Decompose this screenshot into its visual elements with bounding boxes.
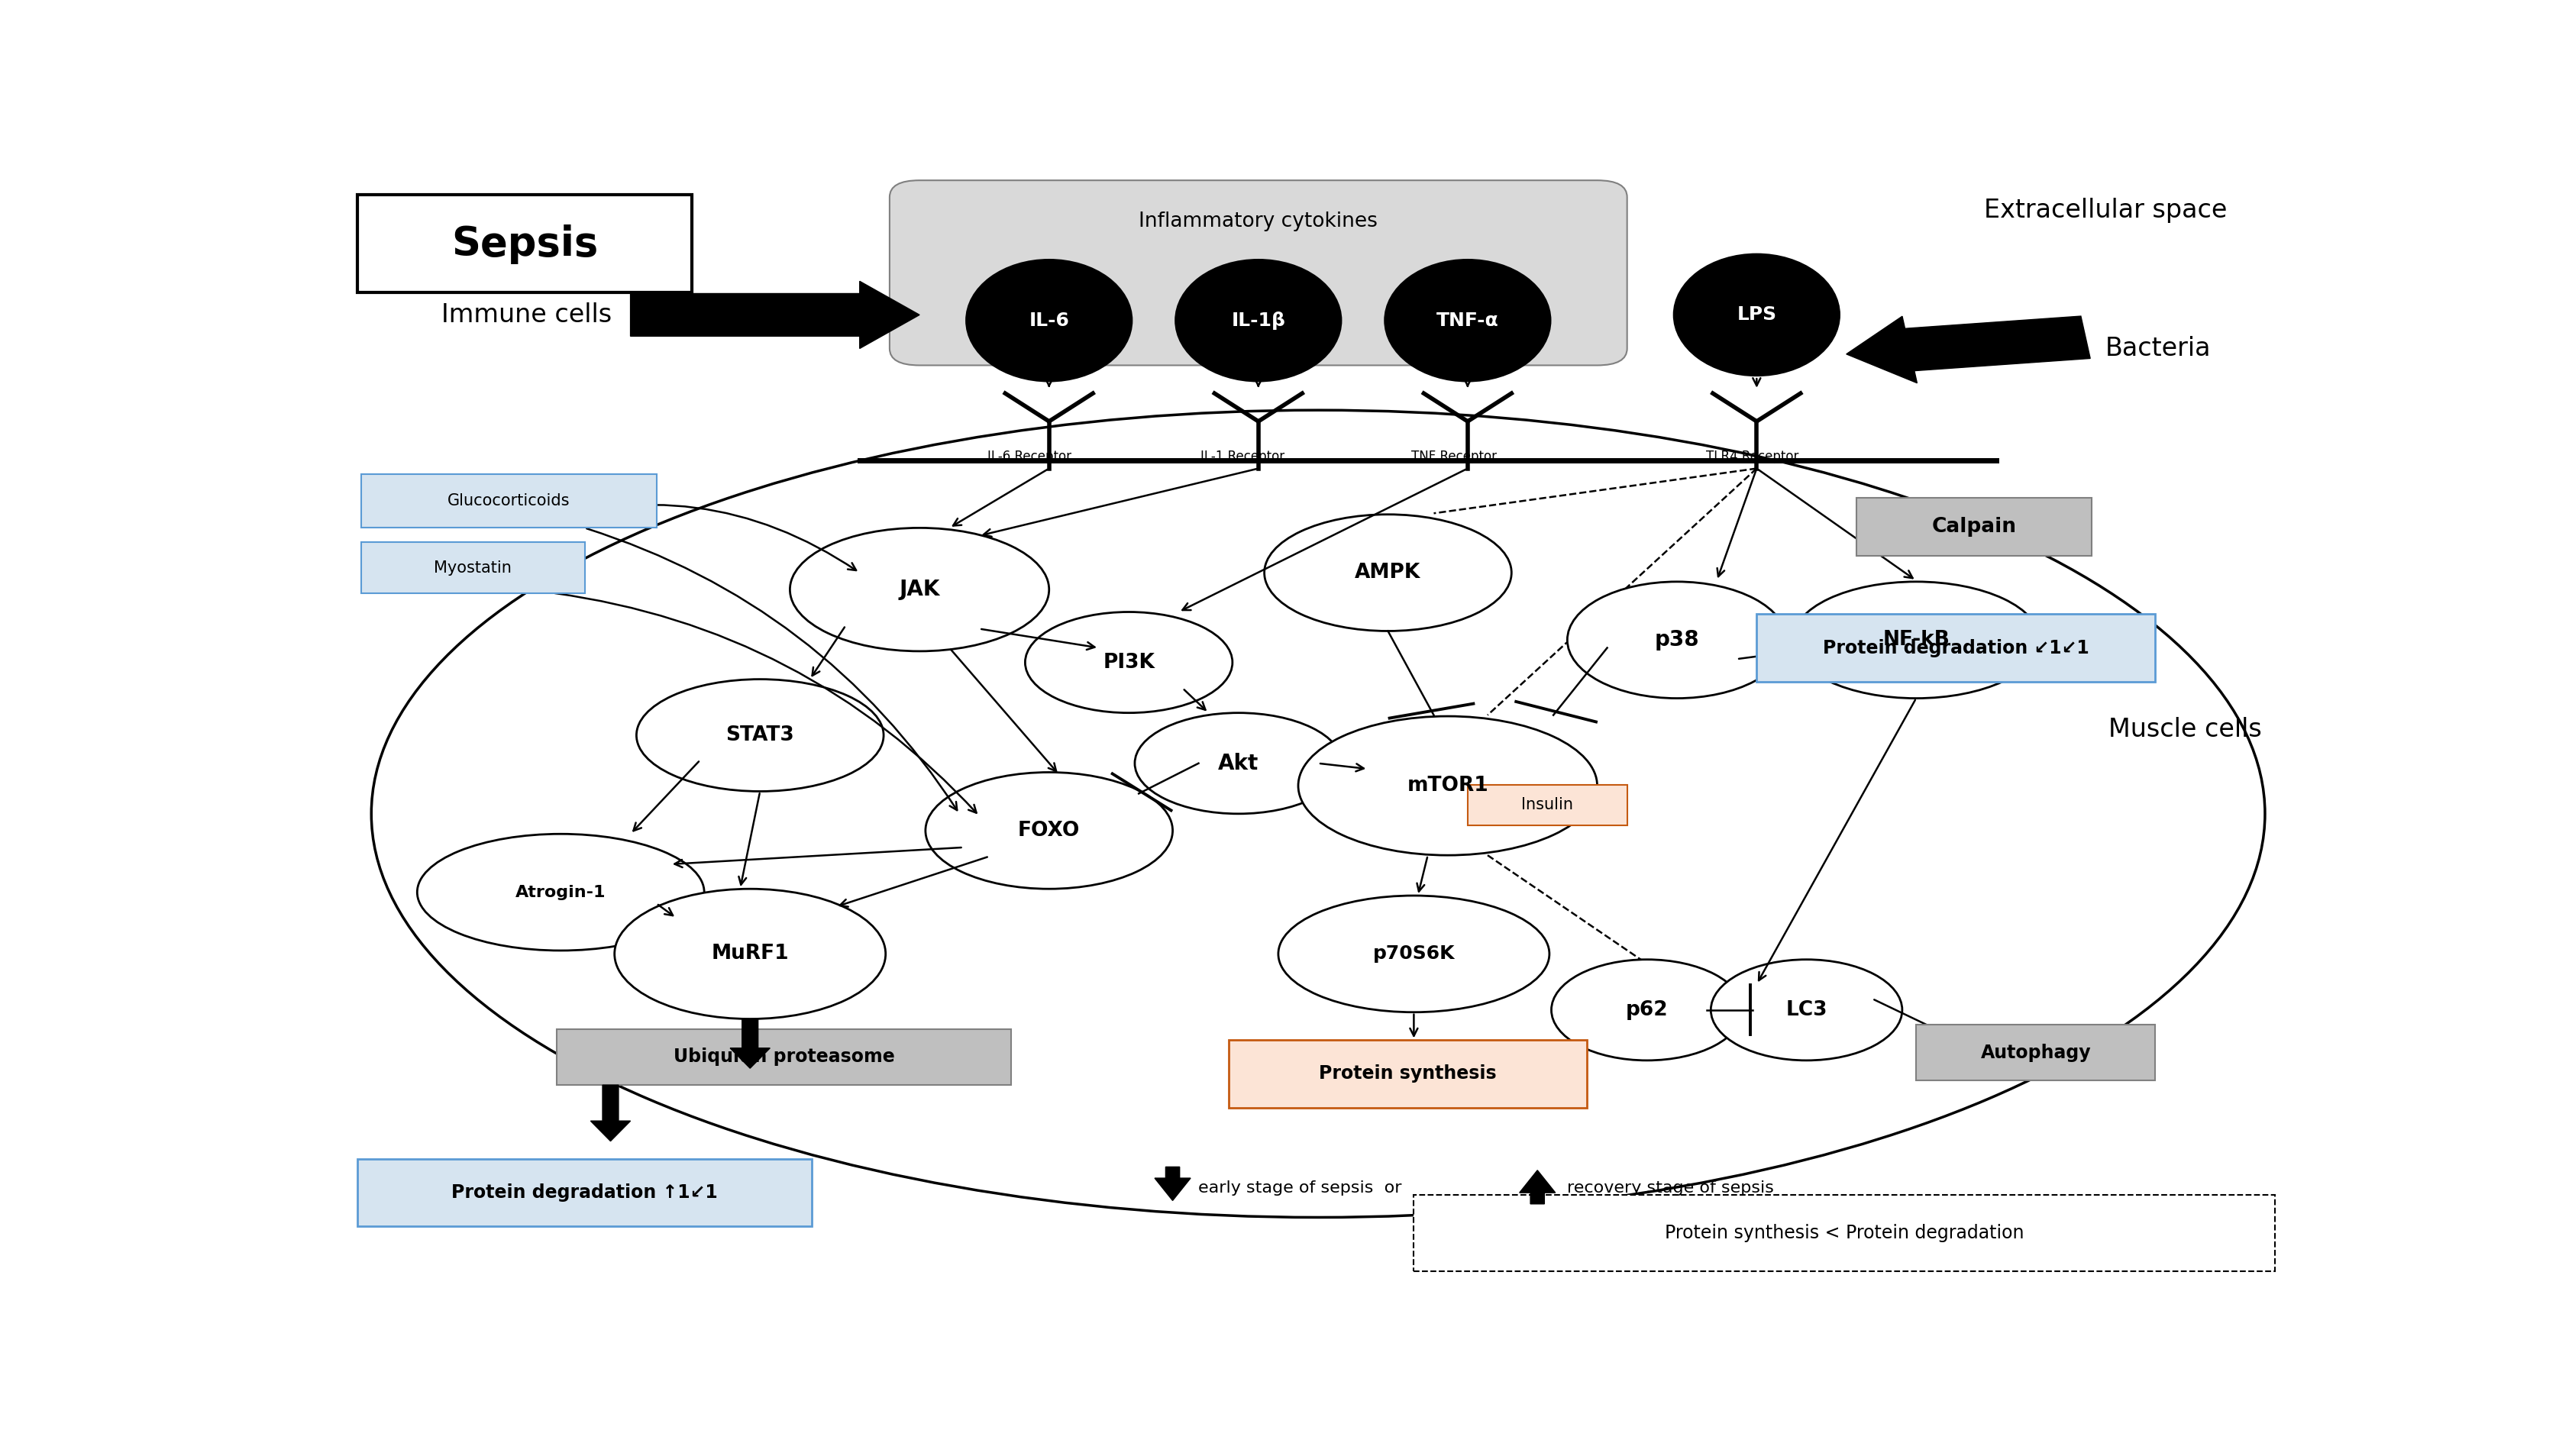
Text: Protein degradation ↙1↙1: Protein degradation ↙1↙1 [1824, 639, 2088, 657]
FancyArrow shape [1847, 316, 2091, 383]
Ellipse shape [1566, 582, 1788, 699]
Text: Autophagy: Autophagy [1980, 1044, 2091, 1061]
Text: IL-1β: IL-1β [1232, 312, 1286, 329]
Text: Protein synthesis < Protein degradation: Protein synthesis < Protein degradation [1664, 1224, 2024, 1242]
Text: IL-6 Receptor: IL-6 Receptor [988, 450, 1070, 463]
FancyBboxPatch shape [1757, 614, 2155, 681]
Text: mTOR1: mTOR1 [1407, 776, 1489, 795]
Ellipse shape [417, 834, 705, 951]
FancyBboxPatch shape [556, 1029, 1011, 1085]
FancyBboxPatch shape [358, 1159, 813, 1226]
Text: p38: p38 [1654, 629, 1700, 651]
Text: recovery stage of sepsis: recovery stage of sepsis [1566, 1181, 1775, 1195]
Ellipse shape [1278, 895, 1548, 1012]
Ellipse shape [1551, 960, 1744, 1060]
Ellipse shape [1134, 713, 1343, 814]
FancyBboxPatch shape [1857, 498, 2091, 556]
Text: early stage of sepsis  or: early stage of sepsis or [1199, 1181, 1402, 1195]
FancyBboxPatch shape [358, 195, 692, 293]
Text: JAK: JAK [900, 579, 939, 600]
Text: Protein degradation ↑1↙1: Protein degradation ↑1↙1 [453, 1184, 718, 1201]
Text: TNF Receptor: TNF Receptor [1412, 450, 1497, 463]
Ellipse shape [1672, 253, 1842, 377]
FancyBboxPatch shape [1415, 1195, 2276, 1271]
Text: LPS: LPS [1736, 306, 1777, 325]
Text: FOXO: FOXO [1019, 821, 1080, 840]
Text: Insulin: Insulin [1523, 796, 1574, 812]
FancyArrow shape [1155, 1166, 1191, 1201]
Text: p70S6K: p70S6K [1373, 945, 1456, 962]
FancyArrow shape [630, 281, 921, 348]
Text: STAT3: STAT3 [725, 725, 795, 745]
Text: TLR4 Receptor: TLR4 Receptor [1705, 450, 1798, 463]
FancyBboxPatch shape [360, 543, 584, 593]
FancyArrow shape [1520, 1171, 1556, 1204]
Ellipse shape [1793, 582, 2040, 699]
Text: IL-6: IL-6 [1029, 312, 1070, 329]
Text: Protein synthesis: Protein synthesis [1319, 1064, 1497, 1083]
Text: PI3K: PI3K [1103, 652, 1155, 673]
FancyBboxPatch shape [360, 475, 656, 529]
Ellipse shape [1026, 612, 1232, 713]
Text: LC3: LC3 [1785, 1000, 1826, 1019]
Text: p62: p62 [1626, 1000, 1669, 1019]
Ellipse shape [964, 259, 1132, 381]
Text: Inflammatory cytokines: Inflammatory cytokines [1139, 211, 1379, 232]
Text: Extracellular space: Extracellular space [1983, 198, 2227, 223]
Ellipse shape [615, 888, 885, 1019]
Text: Bacteria: Bacteria [2106, 336, 2212, 361]
Text: Muscle cells: Muscle cells [2109, 716, 2261, 743]
Text: NF-kB: NF-kB [1883, 630, 1950, 649]
Ellipse shape [790, 529, 1049, 651]
Text: Glucocorticoids: Glucocorticoids [448, 494, 571, 508]
Text: Ubiquitin proteasome: Ubiquitin proteasome [674, 1048, 895, 1066]
Text: TNF-α: TNF-α [1435, 312, 1499, 329]
Text: MuRF1: MuRF1 [712, 943, 790, 964]
Ellipse shape [635, 678, 885, 792]
Text: Sepsis: Sepsis [453, 224, 599, 264]
Ellipse shape [1175, 259, 1343, 381]
FancyBboxPatch shape [890, 181, 1628, 365]
Text: AMPK: AMPK [1355, 563, 1420, 582]
Ellipse shape [926, 772, 1173, 888]
Text: Akt: Akt [1219, 753, 1258, 775]
Ellipse shape [1384, 259, 1551, 381]
FancyArrow shape [592, 1085, 630, 1142]
Ellipse shape [1265, 514, 1512, 630]
Text: Myostatin: Myostatin [435, 561, 512, 575]
FancyArrow shape [730, 1019, 769, 1069]
Ellipse shape [1299, 716, 1597, 855]
Text: Atrogin-1: Atrogin-1 [514, 885, 607, 900]
Text: Immune cells: Immune cells [442, 303, 612, 328]
FancyBboxPatch shape [1916, 1025, 2155, 1080]
Text: IL-1 Receptor: IL-1 Receptor [1201, 450, 1283, 463]
FancyBboxPatch shape [1229, 1040, 1587, 1108]
Text: Calpain: Calpain [1932, 517, 2016, 537]
Ellipse shape [1710, 960, 1903, 1060]
FancyBboxPatch shape [1469, 785, 1628, 826]
